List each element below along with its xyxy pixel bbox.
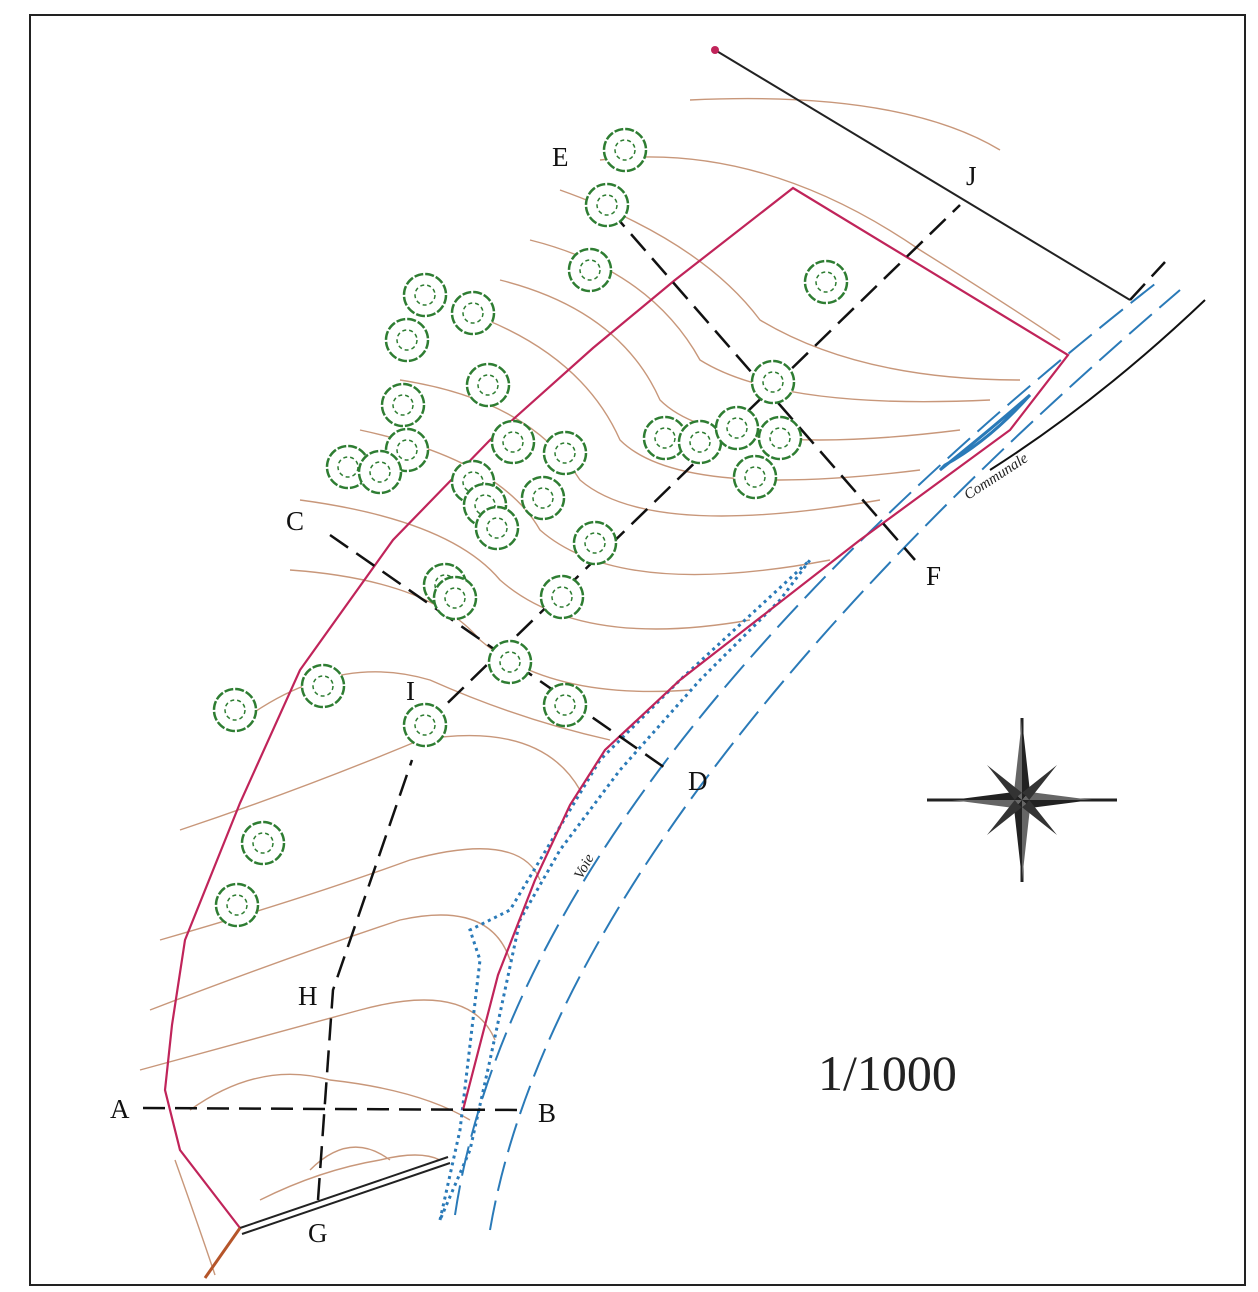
tree [522,477,564,519]
tree [302,665,344,707]
tree [404,704,446,746]
frame [30,15,1245,1285]
tree [679,421,721,463]
tree [759,417,801,459]
section-label: E [552,142,569,172]
tree [734,456,776,498]
tree [382,384,424,426]
tree [489,641,531,683]
survey-point [711,46,719,54]
tree [404,274,446,316]
section-label: D [688,766,708,796]
tree [359,451,401,493]
scale-label: 1/1000 [818,1045,957,1101]
tree [544,432,586,474]
section-label: H [298,981,318,1011]
tree [569,249,611,291]
tree [604,129,646,171]
tree [541,576,583,618]
site-plan: A B C D E F G H I J 1/1000 Voie Communal… [0,0,1258,1292]
tree [434,577,476,619]
section-label: G [308,1218,328,1248]
section-label: J [966,161,977,191]
tree [452,292,494,334]
section-label: B [538,1098,556,1128]
section-label: A [110,1094,130,1124]
tree [242,822,284,864]
tree [386,319,428,361]
section-label: C [286,506,304,536]
tree [752,361,794,403]
section-label: F [926,561,941,591]
tree [574,522,616,564]
tree [467,364,509,406]
tree [544,684,586,726]
tree [476,507,518,549]
tree [492,421,534,463]
tree [586,184,628,226]
tree [716,407,758,449]
tree [805,261,847,303]
section-label: I [406,676,415,706]
tree [216,884,258,926]
tree [214,689,256,731]
